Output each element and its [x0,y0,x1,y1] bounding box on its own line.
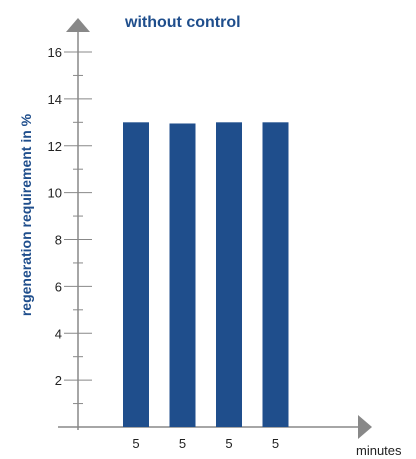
y-tick-label: 14 [48,92,62,107]
y-tick-label: 6 [55,279,62,294]
y-axis-label: regeneration requirement in % [18,113,34,316]
x-tick-label: 5 [132,436,139,451]
bar [123,122,149,427]
x-tick-label: 5 [225,436,232,451]
chart-title: without control [124,14,241,31]
x-tick-label: 5 [179,436,186,451]
x-axis-label: minutes [356,443,402,458]
y-axis-arrow-icon [66,18,90,32]
y-tick-label: 8 [55,233,62,248]
y-tick-label: 12 [48,139,62,154]
y-tick-label: 10 [48,186,62,201]
y-tick-label: 16 [48,45,62,60]
bar [262,122,289,427]
bar [169,123,196,427]
x-axis-arrow-icon [358,415,372,439]
x-ticks: 5 5 5 5 [132,436,279,451]
bar [216,122,242,427]
y-ticks: 2 4 6 8 10 12 14 16 [48,45,92,405]
bars [123,122,289,427]
y-tick-label: 4 [55,326,62,341]
y-tick-label: 2 [55,373,62,388]
x-tick-label: 5 [272,436,279,451]
axes [58,18,372,439]
